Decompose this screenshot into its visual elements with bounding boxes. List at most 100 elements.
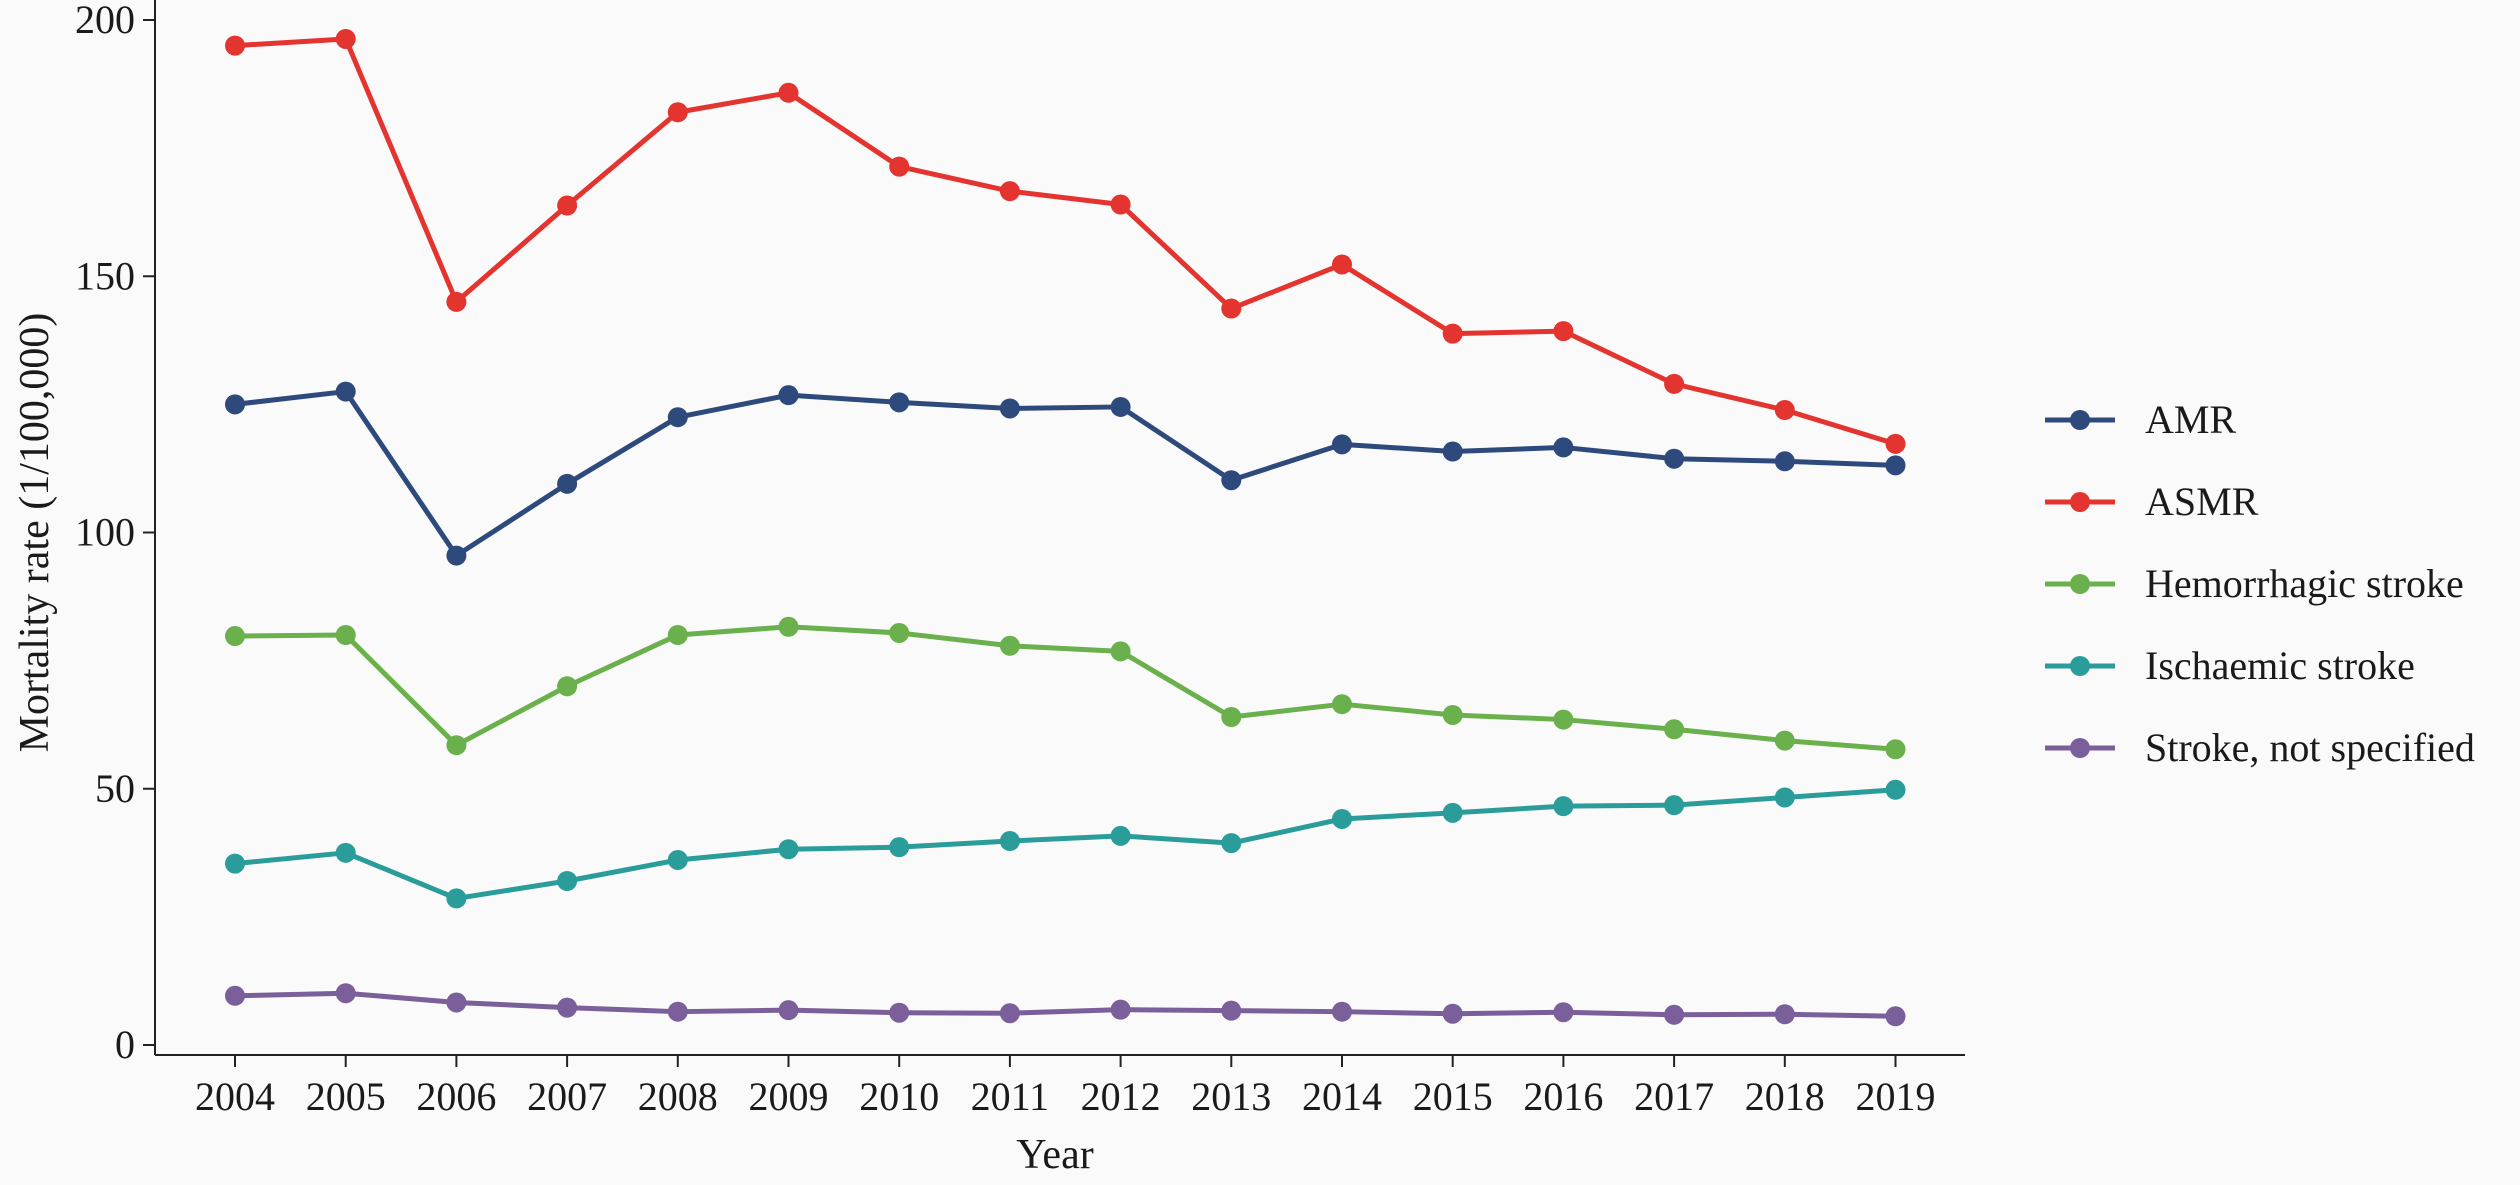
data-point: [1332, 1002, 1352, 1022]
data-point: [779, 83, 799, 103]
data-point: [1664, 449, 1684, 469]
legend-label: Stroke, not specified: [2145, 725, 2475, 770]
x-tick-label: 2018: [1745, 1074, 1825, 1119]
x-tick-label: 2012: [1081, 1074, 1161, 1119]
x-tick-label: 2016: [1523, 1074, 1603, 1119]
data-point: [557, 676, 577, 696]
legend-item: ASMR: [2045, 479, 2259, 524]
series-3: [225, 780, 1906, 909]
data-point: [668, 102, 688, 122]
legend-swatch-marker: [2070, 656, 2090, 676]
data-point: [1332, 434, 1352, 454]
data-point: [1886, 455, 1906, 475]
data-point: [557, 871, 577, 891]
data-point: [1664, 719, 1684, 739]
data-point: [225, 986, 245, 1006]
legend-label: Hemorrhagic stroke: [2145, 561, 2464, 606]
data-point: [1443, 442, 1463, 462]
data-point: [1553, 1002, 1573, 1022]
data-point: [336, 382, 356, 402]
data-point: [1664, 374, 1684, 394]
data-point: [1775, 451, 1795, 471]
x-tick-label: 2007: [527, 1074, 607, 1119]
data-point: [889, 1003, 909, 1023]
data-point: [1553, 321, 1573, 341]
legend-label: Ischaemic stroke: [2145, 643, 2415, 688]
y-tick-label: 0: [115, 1022, 135, 1067]
data-point: [1221, 833, 1241, 853]
data-point: [889, 837, 909, 857]
data-point: [1000, 1003, 1020, 1023]
data-point: [446, 735, 466, 755]
x-tick-label: 2006: [416, 1074, 496, 1119]
data-point: [557, 196, 577, 216]
x-tick-label: 2017: [1634, 1074, 1714, 1119]
y-tick-label: 100: [75, 510, 135, 555]
data-point: [889, 157, 909, 177]
data-point: [446, 888, 466, 908]
data-point: [1775, 787, 1795, 807]
series-line: [235, 993, 1896, 1016]
legend: AMR ASMR Hemorrhagic stroke Ischaemic strok…: [2045, 397, 2475, 770]
legend-item: Hemorrhagic stroke: [2045, 561, 2464, 606]
x-tick-label: 2005: [306, 1074, 386, 1119]
data-point: [1775, 1004, 1795, 1024]
data-point: [1443, 705, 1463, 725]
series-1: [225, 29, 1906, 454]
series-2: [225, 617, 1906, 759]
data-point: [1553, 710, 1573, 730]
x-tick-label: 2019: [1856, 1074, 1936, 1119]
data-point: [668, 407, 688, 427]
series-layer: [225, 29, 1906, 1026]
x-tick-label: 2011: [971, 1074, 1050, 1119]
series-0: [225, 382, 1906, 566]
data-point: [779, 839, 799, 859]
chart-container: 0 50 100 150 200 2004 2005 2006 2007 2008 2009 2010…: [0, 0, 2520, 1180]
data-point: [1332, 694, 1352, 714]
data-point: [1775, 400, 1795, 420]
line-chart: 0501001502002004 2005 2006 2007 2008 2009 2010…: [0, 0, 2520, 1180]
data-point: [1000, 636, 1020, 656]
x-tick-label: 2009: [749, 1074, 829, 1119]
data-point: [1111, 826, 1131, 846]
legend-swatch-marker: [2070, 410, 2090, 430]
data-point: [446, 292, 466, 312]
data-point: [1111, 195, 1131, 215]
x-tick-label: 2010: [859, 1074, 939, 1119]
y-axis-title: Mortality rate (1/100,000): [12, 313, 58, 753]
data-point: [668, 1002, 688, 1022]
data-point: [1886, 780, 1906, 800]
series-line: [235, 392, 1896, 556]
data-point: [557, 998, 577, 1018]
data-point: [1443, 324, 1463, 344]
data-point: [1221, 1001, 1241, 1021]
legend-swatch-marker: [2070, 492, 2090, 512]
data-point: [1775, 731, 1795, 751]
legend-swatch-marker: [2070, 574, 2090, 594]
data-point: [225, 854, 245, 874]
data-point: [336, 29, 356, 49]
data-point: [1221, 707, 1241, 727]
series-line: [235, 627, 1896, 749]
data-point: [1553, 437, 1573, 457]
data-point: [225, 36, 245, 56]
legend-label: ASMR: [2145, 479, 2259, 524]
data-point: [1111, 1000, 1131, 1020]
data-point: [1111, 397, 1131, 417]
legend-swatch-marker: [2070, 738, 2090, 758]
x-tick-label: 2014: [1302, 1074, 1382, 1119]
series-line: [235, 39, 1896, 444]
data-point: [1443, 1004, 1463, 1024]
data-point: [889, 623, 909, 643]
data-point: [1000, 398, 1020, 418]
data-point: [779, 617, 799, 637]
data-point: [336, 625, 356, 645]
x-tick-label: 2004: [195, 1074, 275, 1119]
x-axis-title: Year: [1016, 1132, 1093, 1178]
legend-item: Stroke, not specified: [2045, 725, 2475, 770]
data-point: [336, 983, 356, 1003]
x-tick-label: 2008: [638, 1074, 718, 1119]
legend-item: Ischaemic stroke: [2045, 643, 2415, 688]
legend-label: AMR: [2145, 397, 2236, 442]
axes: 0 50 100 150 200 2004 2005 2006 2007 2008 2009 2010…: [75, 0, 1965, 1119]
